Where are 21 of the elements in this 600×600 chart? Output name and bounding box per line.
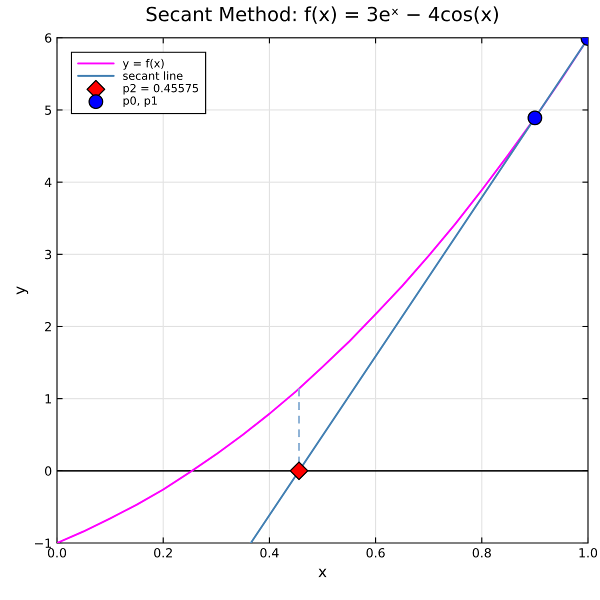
y-tick-label: 2 (45, 322, 51, 332)
y-tick-label: 1 (46, 394, 51, 404)
y-tick-label: 5 (45, 106, 52, 115)
x-tick-label: 1.0 (579, 548, 598, 558)
y-tick-label: 3 (45, 250, 52, 260)
x-tick-label: 0.8 (472, 548, 491, 558)
y-tick-label: 6 (45, 33, 52, 43)
legend-label: p2 = 0.45575 (124, 84, 198, 95)
x-tick-label: 0.2 (154, 548, 172, 558)
y-tick-label: −1 (35, 538, 51, 548)
x-tick-label: 0.4 (260, 548, 279, 558)
chart-title: Secant Method: f(x) = 3eˣ − 4cos(x) (146, 6, 498, 24)
x-tick-label: 0.0 (48, 548, 66, 558)
x-tick-label: 0.6 (366, 548, 385, 558)
legend-label: secant line (123, 71, 182, 80)
legend-label: p0, p1 (124, 96, 157, 107)
y-tick-label: 0 (45, 466, 52, 476)
x-axis-title: x (318, 568, 327, 578)
y-axis-title: y (16, 286, 28, 294)
legend-label: y = f(x) (122, 58, 164, 70)
y-tick-label: 4 (44, 178, 52, 187)
